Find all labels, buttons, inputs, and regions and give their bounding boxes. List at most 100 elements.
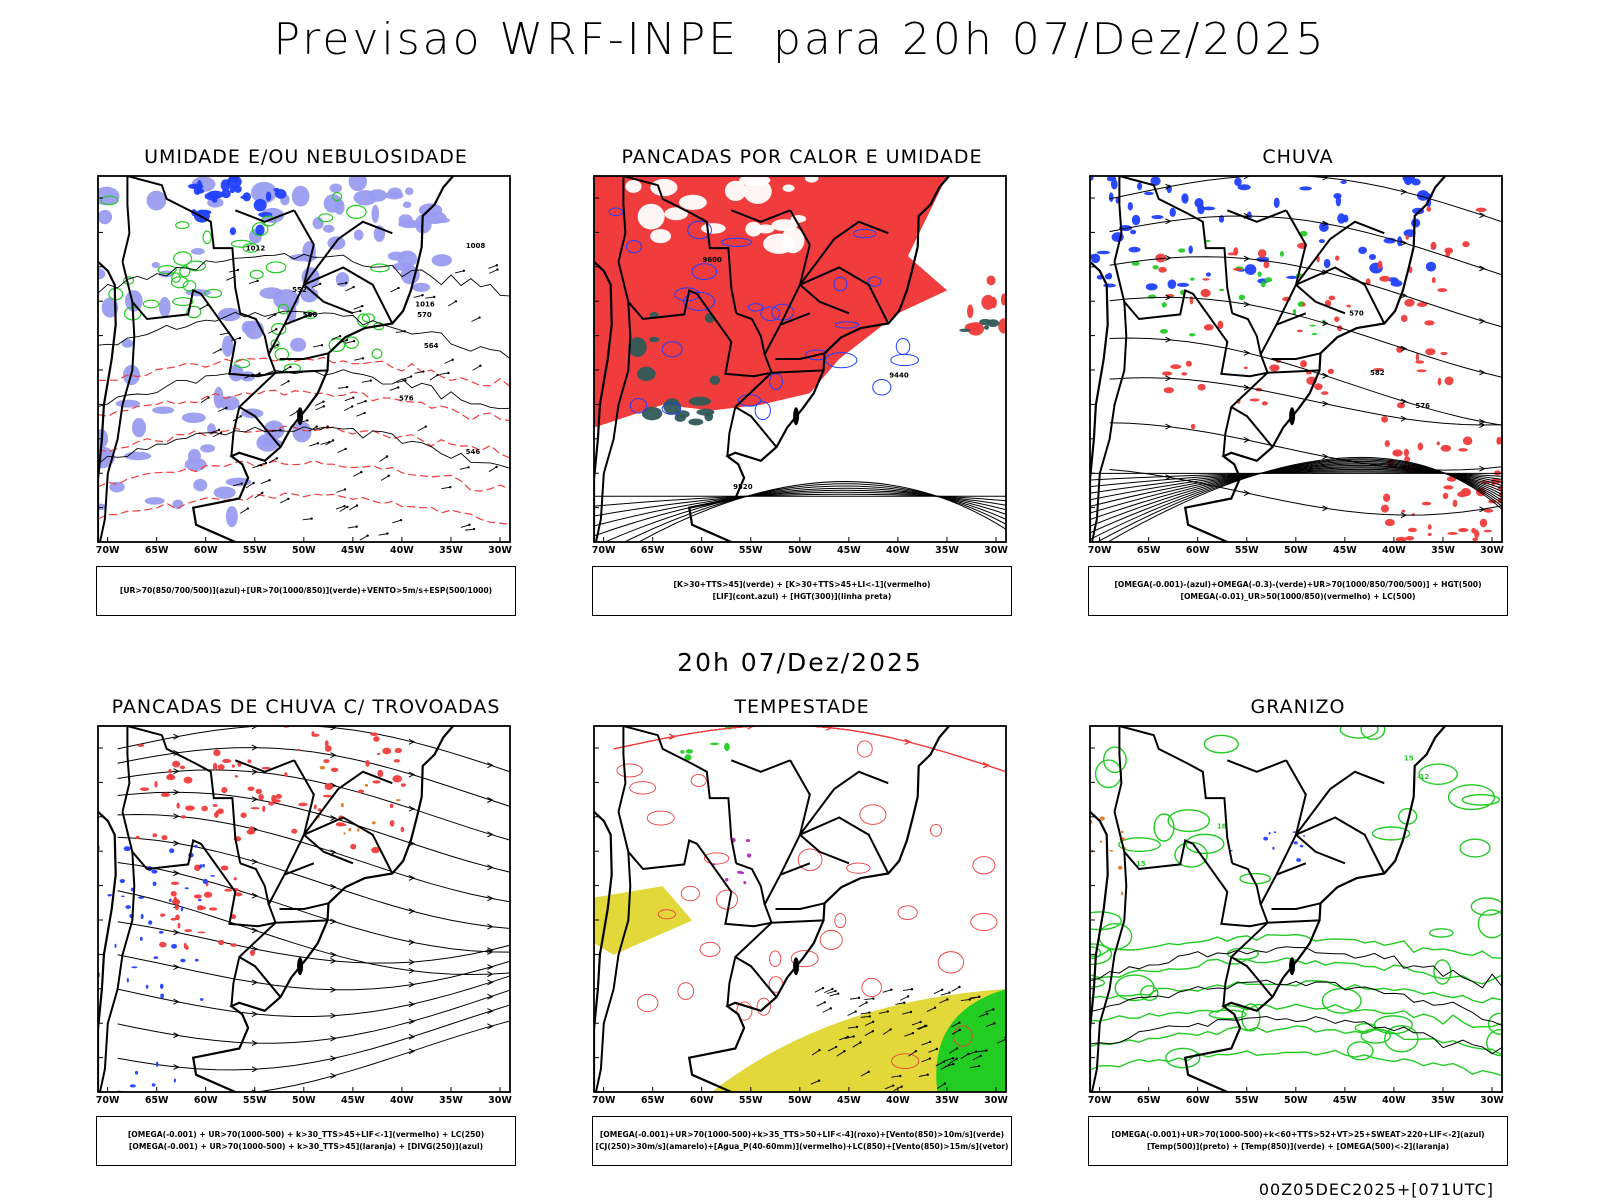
state-border <box>799 833 850 865</box>
omega500-orange-area <box>1099 816 1105 821</box>
omega-blue-area <box>1131 214 1141 226</box>
omega-red-area <box>1185 360 1192 367</box>
wind-vector-head <box>947 1064 951 1067</box>
state-border <box>617 726 627 813</box>
omega500-orange-area <box>1117 865 1123 870</box>
wind-vector <box>908 1050 917 1057</box>
state-border <box>595 851 632 1092</box>
omega-red-area <box>1460 488 1472 497</box>
wind-vector <box>847 1026 858 1029</box>
thunderstorm-red-area <box>324 783 334 791</box>
thunderstorm-red-area <box>247 759 252 764</box>
omega-red-area <box>1384 518 1395 527</box>
wind-vector-head <box>855 1025 859 1029</box>
wind-vector <box>488 466 497 473</box>
thunderstorm-red-area <box>324 745 332 752</box>
state-border <box>99 301 136 542</box>
wind-vector-head <box>279 428 282 432</box>
omega-red-area <box>1314 383 1323 391</box>
temp850-contour <box>1433 959 1452 985</box>
humidity-upper-blob <box>151 262 160 269</box>
lon-label: 60W <box>1186 1095 1210 1106</box>
streamline <box>1109 176 1502 223</box>
omega-red-area <box>1243 366 1248 370</box>
wind-vector <box>940 1064 950 1070</box>
humidity-upper-blob <box>403 270 412 279</box>
wind-vector-head <box>928 1040 932 1044</box>
humidity-upper-blob <box>228 364 244 382</box>
thunderstorm-red-area <box>170 917 177 921</box>
panel-title: PANCADAS DE CHUVA C/ TROVOADAS <box>111 696 501 718</box>
omega-red-area <box>1257 249 1267 258</box>
wind-vector-head <box>478 316 481 319</box>
wind-vector-head <box>364 399 367 403</box>
thunderstorm-red-area <box>370 732 379 737</box>
water-contour <box>736 1001 753 1021</box>
lon-label: 50W <box>1284 545 1308 556</box>
omega-blue-area <box>1169 207 1176 218</box>
wind-vector <box>199 304 208 310</box>
lif-contour <box>852 228 877 239</box>
omega-blue-area <box>1176 282 1190 288</box>
state-border <box>99 851 136 1092</box>
wind-vector <box>335 505 345 510</box>
wind-vector <box>895 1002 905 1005</box>
humidity-low-contour <box>173 251 193 266</box>
state-border <box>771 369 824 374</box>
legend-line: [CJ(250)>30m/s](amarelo)+[Agua_P(40-60mm… <box>595 1142 1009 1151</box>
wind-vector <box>280 380 289 386</box>
hail-blue-area <box>1293 841 1298 845</box>
thunderstorm-red-area <box>392 775 403 783</box>
wind-vector-head <box>207 396 210 399</box>
lc850-streamline <box>613 726 1006 773</box>
lon-label: 65W <box>145 1095 169 1106</box>
humidity-low-contour <box>328 338 346 353</box>
omega-blue-area <box>1286 275 1298 279</box>
omega-red-area <box>1395 536 1407 542</box>
wind-vector-head <box>397 286 400 290</box>
contour-label: 570 <box>1349 310 1364 318</box>
wind-vector-head <box>946 998 949 1001</box>
lon-label: 70W <box>96 545 120 556</box>
wind-vector <box>864 998 874 1000</box>
omega-red-area <box>1479 518 1488 528</box>
lif-contour <box>769 373 783 390</box>
omega-red-area <box>1444 376 1454 386</box>
coastline <box>98 726 454 1092</box>
wind-vector-head <box>900 1085 903 1088</box>
omega-blue-area <box>1273 197 1280 209</box>
divergence-blue-area <box>125 905 132 909</box>
legend-line: [OMEGA(-0.001)+UR>70(1000-500)+k<60+TTS>… <box>1111 1130 1485 1139</box>
omega-blue-area <box>1337 213 1346 224</box>
wind-vector-head <box>889 1028 892 1031</box>
hgt500-contour <box>1090 466 1502 507</box>
lon-label: 55W <box>243 1095 267 1106</box>
storm-purple-area <box>743 881 747 885</box>
wind-vector-head <box>403 330 406 333</box>
wind-vector-head <box>943 1082 946 1085</box>
omega-red-area <box>1233 267 1243 271</box>
omega-blue-area <box>1234 177 1242 187</box>
omega-red-area <box>1405 535 1415 541</box>
streamline <box>117 836 510 929</box>
wind-vector-head <box>935 1047 939 1051</box>
omega-red-area <box>1401 509 1406 513</box>
wind-vector-head <box>919 1020 922 1024</box>
hgt500-contour <box>1090 459 1502 540</box>
omega-red-area <box>1170 364 1182 370</box>
state-border <box>1295 816 1386 874</box>
lon-label: 70W <box>592 545 616 556</box>
thunderstorm-red-area <box>394 747 403 754</box>
legend-line: [K>30+TTS>45](verde) + [K>30+TTS>45+LI<-… <box>673 580 931 589</box>
state-border <box>763 862 811 905</box>
hgt500-contour <box>1090 462 1502 527</box>
omega-blue-area <box>1108 192 1114 202</box>
wind-vector <box>356 400 366 405</box>
wind-vector <box>972 1055 981 1061</box>
thunderstorm-red-area <box>231 764 235 768</box>
omega-blue-area <box>1358 246 1367 255</box>
divergence-blue-area <box>151 869 158 874</box>
streamline-arrow <box>1479 212 1486 219</box>
lon-label: 30W <box>1480 1095 1504 1106</box>
humidity-core-blob <box>274 189 287 199</box>
